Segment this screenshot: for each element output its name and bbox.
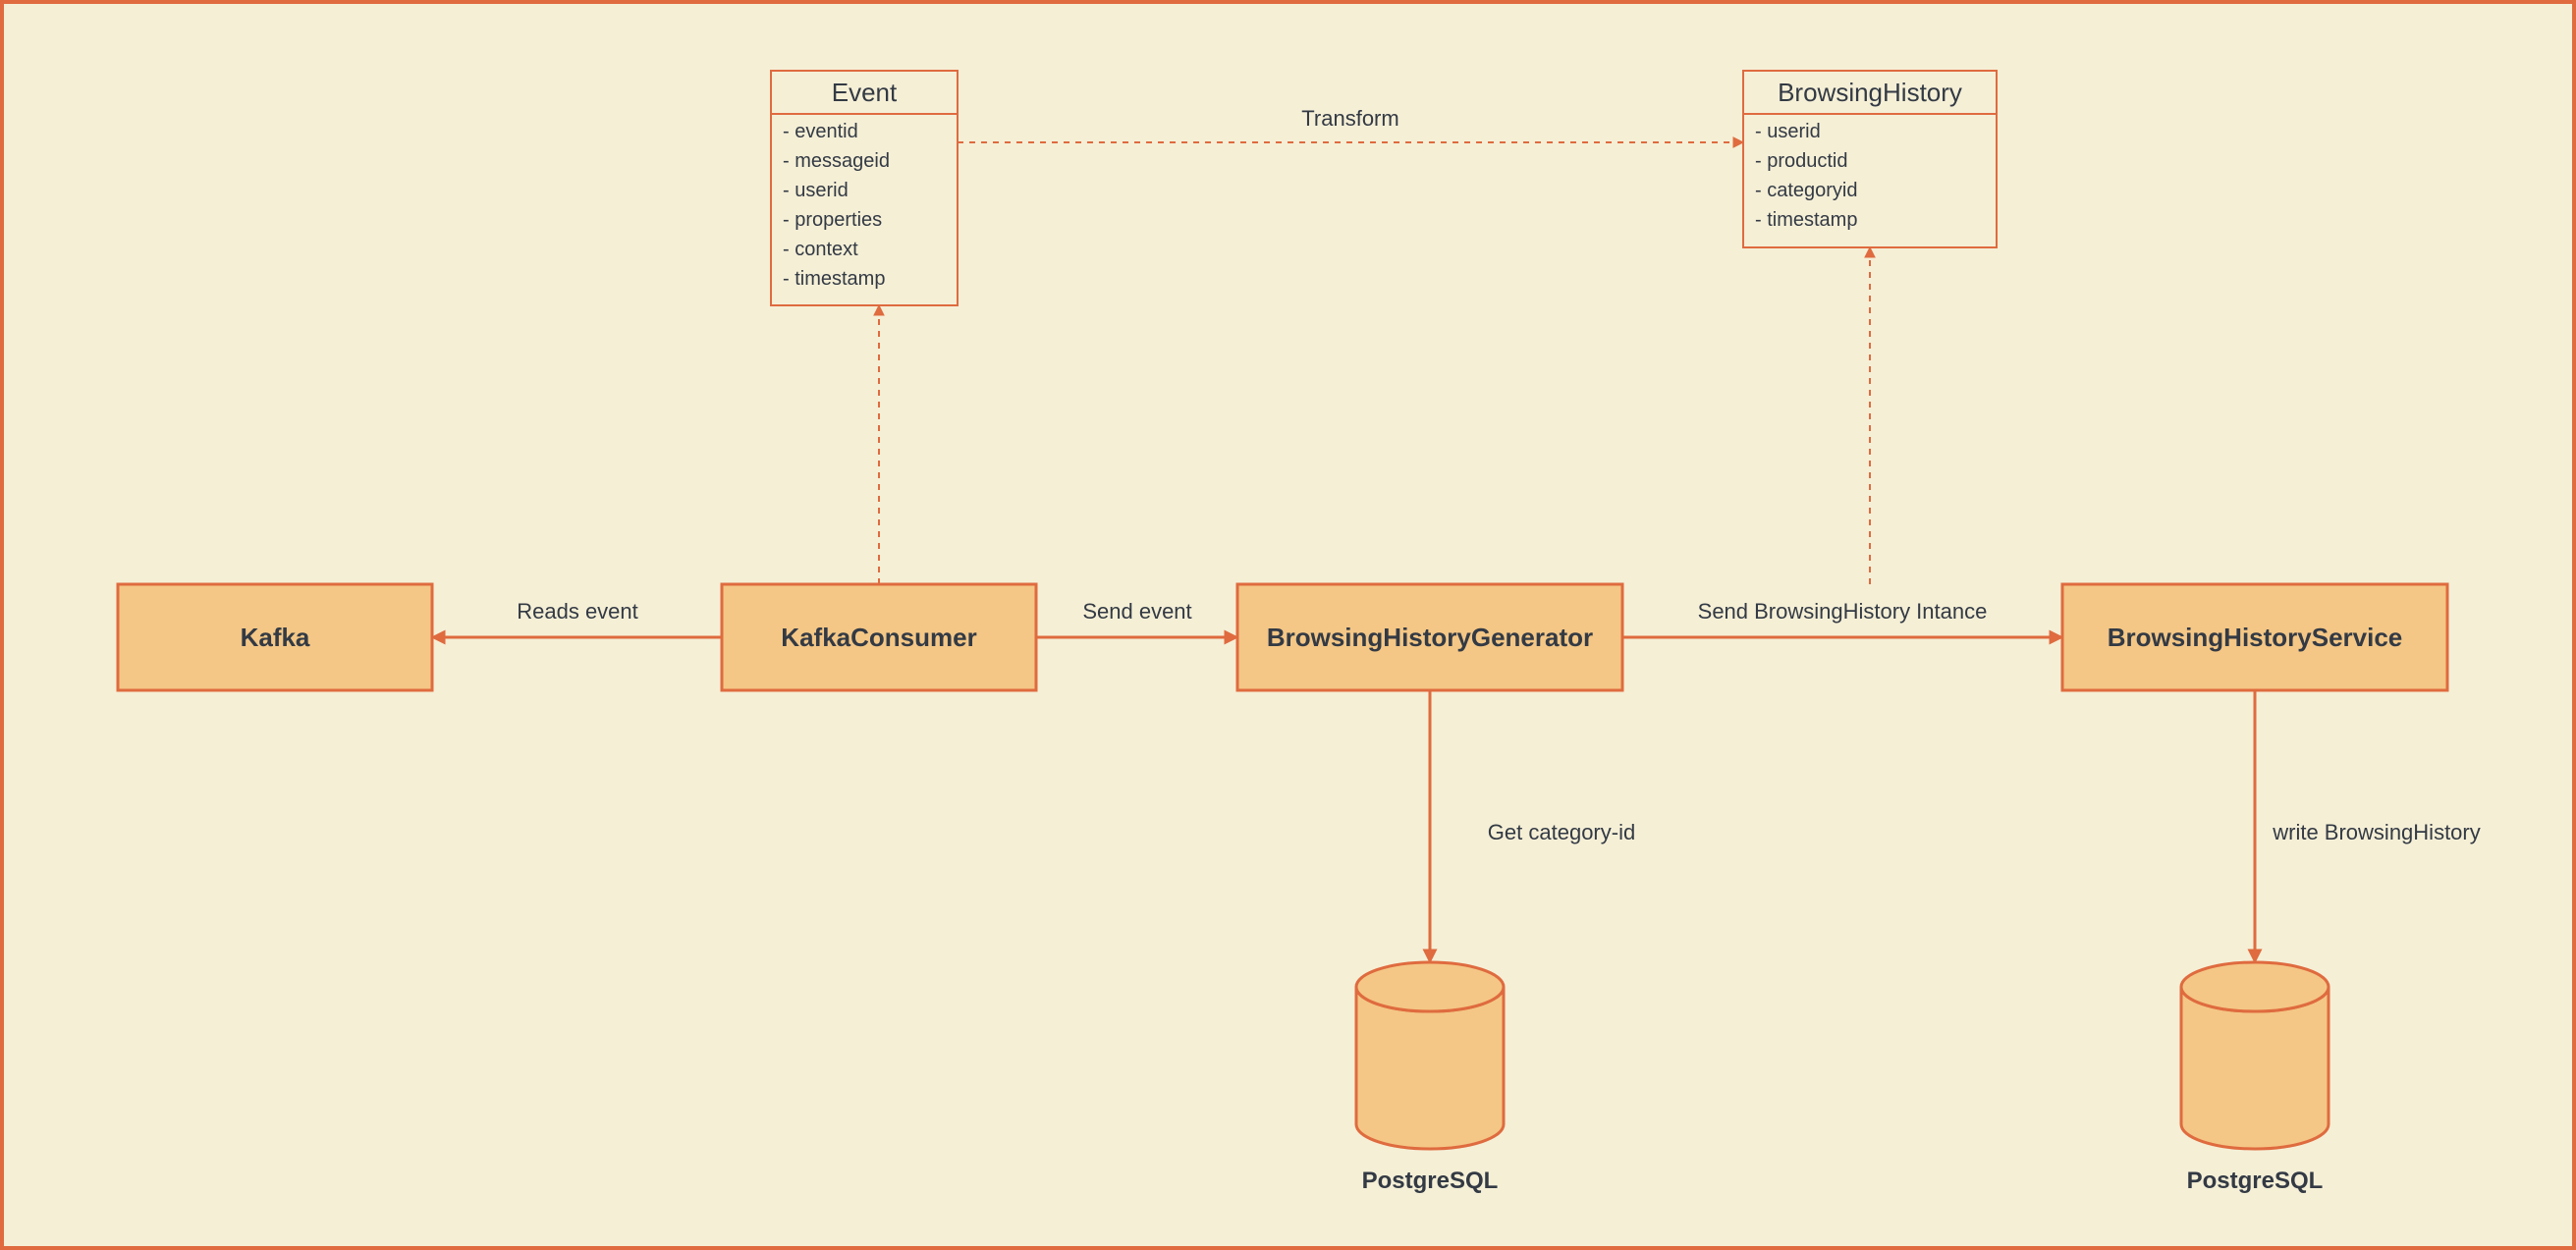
db-label-db2: PostgreSQL (2187, 1168, 2324, 1194)
class-attr-eventClass-4: - context (783, 239, 858, 260)
class-title-eventClass: Event (832, 78, 898, 107)
class-attr-eventClass-3: - properties (783, 209, 882, 231)
edge-label-write-history: write BrowsingHistory (2272, 820, 2481, 844)
class-attr-historyClass-0: - userid (1755, 121, 1821, 142)
class-title-historyClass: BrowsingHistory (1778, 78, 1962, 107)
class-attr-historyClass-3: - timestamp (1755, 209, 1857, 231)
db-top-db1 (1356, 962, 1504, 1011)
edge-label-transform: Transform (1301, 106, 1398, 131)
node-label-kafka: Kafka (241, 623, 310, 652)
class-attr-historyClass-2: - categoryid (1755, 180, 1858, 201)
class-attr-eventClass-2: - userid (783, 180, 849, 201)
node-label-service: BrowsingHistoryService (2108, 623, 2403, 652)
architecture-diagram: Kafka KafkaConsumer BrowsingHistoryGenerat… (0, 0, 2576, 1250)
edge-label-reads: Reads event (517, 599, 638, 624)
edge-label-get-category: Get category-id (1488, 820, 1635, 844)
class-attr-eventClass-1: - messageid (783, 150, 890, 172)
db-label-db1: PostgreSQL (1362, 1168, 1499, 1194)
class-attr-eventClass-0: - eventid (783, 121, 858, 142)
class-attr-historyClass-1: - productid (1755, 150, 1848, 172)
node-label-generator: BrowsingHistoryGenerator (1267, 623, 1593, 652)
edge-label-send-history: Send BrowsingHistory Intance (1698, 599, 1988, 624)
class-attr-eventClass-5: - timestamp (783, 268, 885, 290)
node-label-consumer: KafkaConsumer (781, 623, 976, 652)
edge-label-send-event: Send event (1082, 599, 1191, 624)
db-top-db2 (2181, 962, 2329, 1011)
